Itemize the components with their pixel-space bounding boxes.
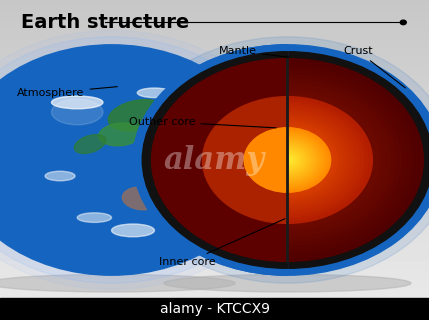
Circle shape [202,97,372,223]
Text: Crust: Crust [343,46,405,88]
Circle shape [179,79,396,241]
Wedge shape [244,128,287,192]
Circle shape [211,103,364,217]
Text: Outher core: Outher core [129,116,276,128]
Circle shape [253,134,322,186]
Ellipse shape [45,171,75,181]
Circle shape [184,83,391,237]
Circle shape [236,122,338,198]
Circle shape [206,99,369,221]
Wedge shape [142,52,287,268]
Circle shape [267,145,308,175]
Ellipse shape [77,213,112,222]
Circle shape [211,103,363,217]
Circle shape [260,140,314,180]
Circle shape [270,147,305,173]
Circle shape [270,147,305,173]
Circle shape [284,158,290,162]
Circle shape [228,116,347,204]
Circle shape [157,63,418,257]
Circle shape [249,132,326,188]
Circle shape [266,144,309,176]
Circle shape [258,138,317,182]
Circle shape [224,112,351,208]
Circle shape [262,141,313,179]
Circle shape [279,154,296,166]
Circle shape [217,107,358,213]
Circle shape [271,148,304,172]
Circle shape [256,136,319,184]
Circle shape [283,157,292,163]
Circle shape [282,156,293,164]
Circle shape [275,150,300,170]
Circle shape [233,119,342,201]
Ellipse shape [99,123,142,146]
Circle shape [254,135,321,185]
Circle shape [0,37,277,283]
Ellipse shape [137,88,172,98]
Circle shape [277,152,298,168]
Circle shape [279,154,296,166]
Circle shape [250,132,325,188]
Ellipse shape [0,274,235,292]
Ellipse shape [51,99,103,125]
Ellipse shape [51,96,103,109]
Ellipse shape [74,135,106,153]
Wedge shape [133,45,287,275]
Circle shape [247,130,328,190]
Circle shape [264,143,311,177]
Circle shape [282,156,293,164]
Circle shape [259,139,316,181]
Circle shape [232,119,343,201]
Circle shape [133,45,429,275]
Circle shape [0,30,285,290]
Text: Atmosphere: Atmosphere [17,87,118,98]
Bar [0,298,429,320]
Circle shape [255,136,320,184]
Circle shape [163,67,412,253]
Circle shape [249,132,326,188]
Ellipse shape [122,187,161,210]
Wedge shape [202,97,287,223]
Circle shape [200,95,375,225]
Circle shape [142,52,429,268]
Circle shape [273,149,302,171]
Circle shape [241,125,334,195]
Circle shape [222,111,353,209]
Circle shape [239,124,336,196]
Text: Inner core: Inner core [159,219,285,268]
Text: alamy: alamy [164,145,265,175]
Circle shape [266,144,309,176]
Circle shape [228,116,347,204]
Circle shape [122,37,429,283]
Ellipse shape [112,224,154,237]
Circle shape [400,20,406,25]
Text: Earth structure: Earth structure [21,13,190,32]
Circle shape [168,71,407,249]
Circle shape [195,91,380,229]
Ellipse shape [108,100,166,131]
Circle shape [244,128,331,192]
Text: Mantle: Mantle [219,46,289,57]
Circle shape [262,141,313,179]
Circle shape [220,109,355,211]
Circle shape [173,75,402,245]
Text: alamy - KTCCX9: alamy - KTCCX9 [160,302,269,316]
Circle shape [215,106,360,214]
Ellipse shape [164,274,411,292]
Circle shape [0,45,266,275]
Wedge shape [151,59,287,261]
Circle shape [276,151,299,169]
Circle shape [245,128,330,192]
Circle shape [207,100,368,220]
Circle shape [151,59,423,261]
Circle shape [190,87,385,233]
Circle shape [244,128,331,192]
